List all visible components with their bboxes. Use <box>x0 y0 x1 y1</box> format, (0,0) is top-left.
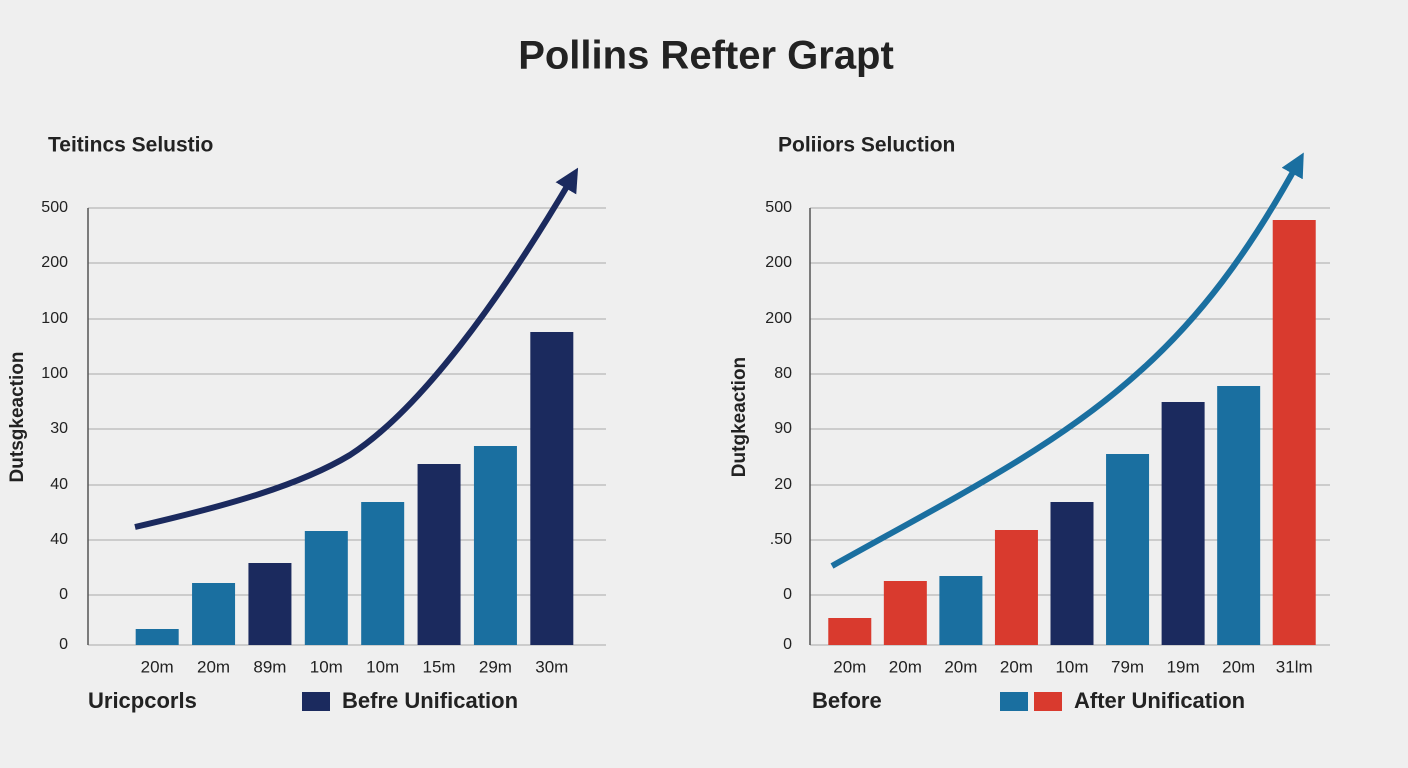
x-tick-label: 30m <box>535 657 568 676</box>
x-tick-label: 79m <box>1111 657 1144 676</box>
y-tick-label: 20 <box>774 476 792 493</box>
y-tick-label: 0 <box>783 586 792 603</box>
x-tick-label: 20m <box>1000 657 1033 676</box>
x-tick-label: 10m <box>366 657 399 676</box>
bar <box>1161 402 1205 645</box>
y-tick-label: 500 <box>765 199 792 216</box>
bar <box>135 629 179 645</box>
bar <box>473 446 517 645</box>
bar <box>304 531 348 645</box>
bar <box>939 576 983 645</box>
bar <box>248 563 292 645</box>
x-tick-label: 19m <box>1167 657 1200 676</box>
bar <box>530 332 574 645</box>
legend-swatch <box>1000 692 1028 711</box>
x-tick-label: 20m <box>197 657 230 676</box>
y-tick-label: 80 <box>774 365 792 382</box>
bar <box>417 464 461 645</box>
trend-arrow <box>134 167 579 530</box>
y-tick-label: 0 <box>59 586 68 603</box>
x-tick-label: 89m <box>253 657 286 676</box>
y-tick-label: .50 <box>770 531 792 548</box>
trend-arrow <box>830 152 1304 569</box>
bar <box>994 530 1038 645</box>
bar <box>883 581 927 645</box>
y-tick-label: 0 <box>783 636 792 653</box>
x-tick-label: 20m <box>889 657 922 676</box>
y-tick-label: 100 <box>41 310 68 327</box>
y-tick-label: 200 <box>765 254 792 271</box>
x-tick-label: 10m <box>310 657 343 676</box>
legend-label: Before <box>812 688 882 713</box>
y-tick-label: 0 <box>59 636 68 653</box>
x-tick-label: 20m <box>944 657 977 676</box>
bar <box>1050 502 1094 645</box>
legend-label: Uricpcorls <box>88 688 197 713</box>
x-tick-label: 20m <box>141 657 174 676</box>
page-title: Pollins Refter Grapt <box>518 34 894 78</box>
x-tick-label: 20m <box>1222 657 1255 676</box>
x-tick-label: 10m <box>1055 657 1088 676</box>
chart-subtitle: Teitincs Selustio <box>48 134 213 157</box>
y-tick-label: 30 <box>50 420 68 437</box>
legend-label: After Unification <box>1074 688 1245 713</box>
chart-subtitle: Poliiors Seluction <box>778 134 955 157</box>
x-tick-label: 20m <box>833 657 866 676</box>
legend-swatch <box>1034 692 1062 711</box>
bar <box>1272 220 1316 645</box>
y-axis-label: Dutgkeaction <box>729 357 750 477</box>
x-tick-label: 29m <box>479 657 512 676</box>
y-tick-label: 100 <box>41 365 68 382</box>
y-tick-label: 40 <box>50 476 68 493</box>
plots: Teitincs Selustio Dutsgkeaction 0 0 40 40 30 10… <box>7 134 1330 713</box>
y-axis-label: Dutsgkeaction <box>7 352 28 483</box>
bar <box>1106 454 1150 645</box>
y-tick-label: 40 <box>50 531 68 548</box>
bar <box>361 502 405 645</box>
bar <box>192 583 236 645</box>
y-tick-label: 200 <box>765 310 792 327</box>
y-tick-label: 200 <box>41 254 68 271</box>
legend-label: Befre Unification <box>342 688 518 713</box>
y-tick-label: 500 <box>41 199 68 216</box>
x-tick-label: 31lm <box>1276 657 1313 676</box>
legend-swatch <box>302 692 330 711</box>
x-tick-label: 15m <box>423 657 456 676</box>
y-tick-label: 90 <box>774 420 792 437</box>
bar <box>828 618 872 645</box>
bar <box>1217 386 1261 645</box>
